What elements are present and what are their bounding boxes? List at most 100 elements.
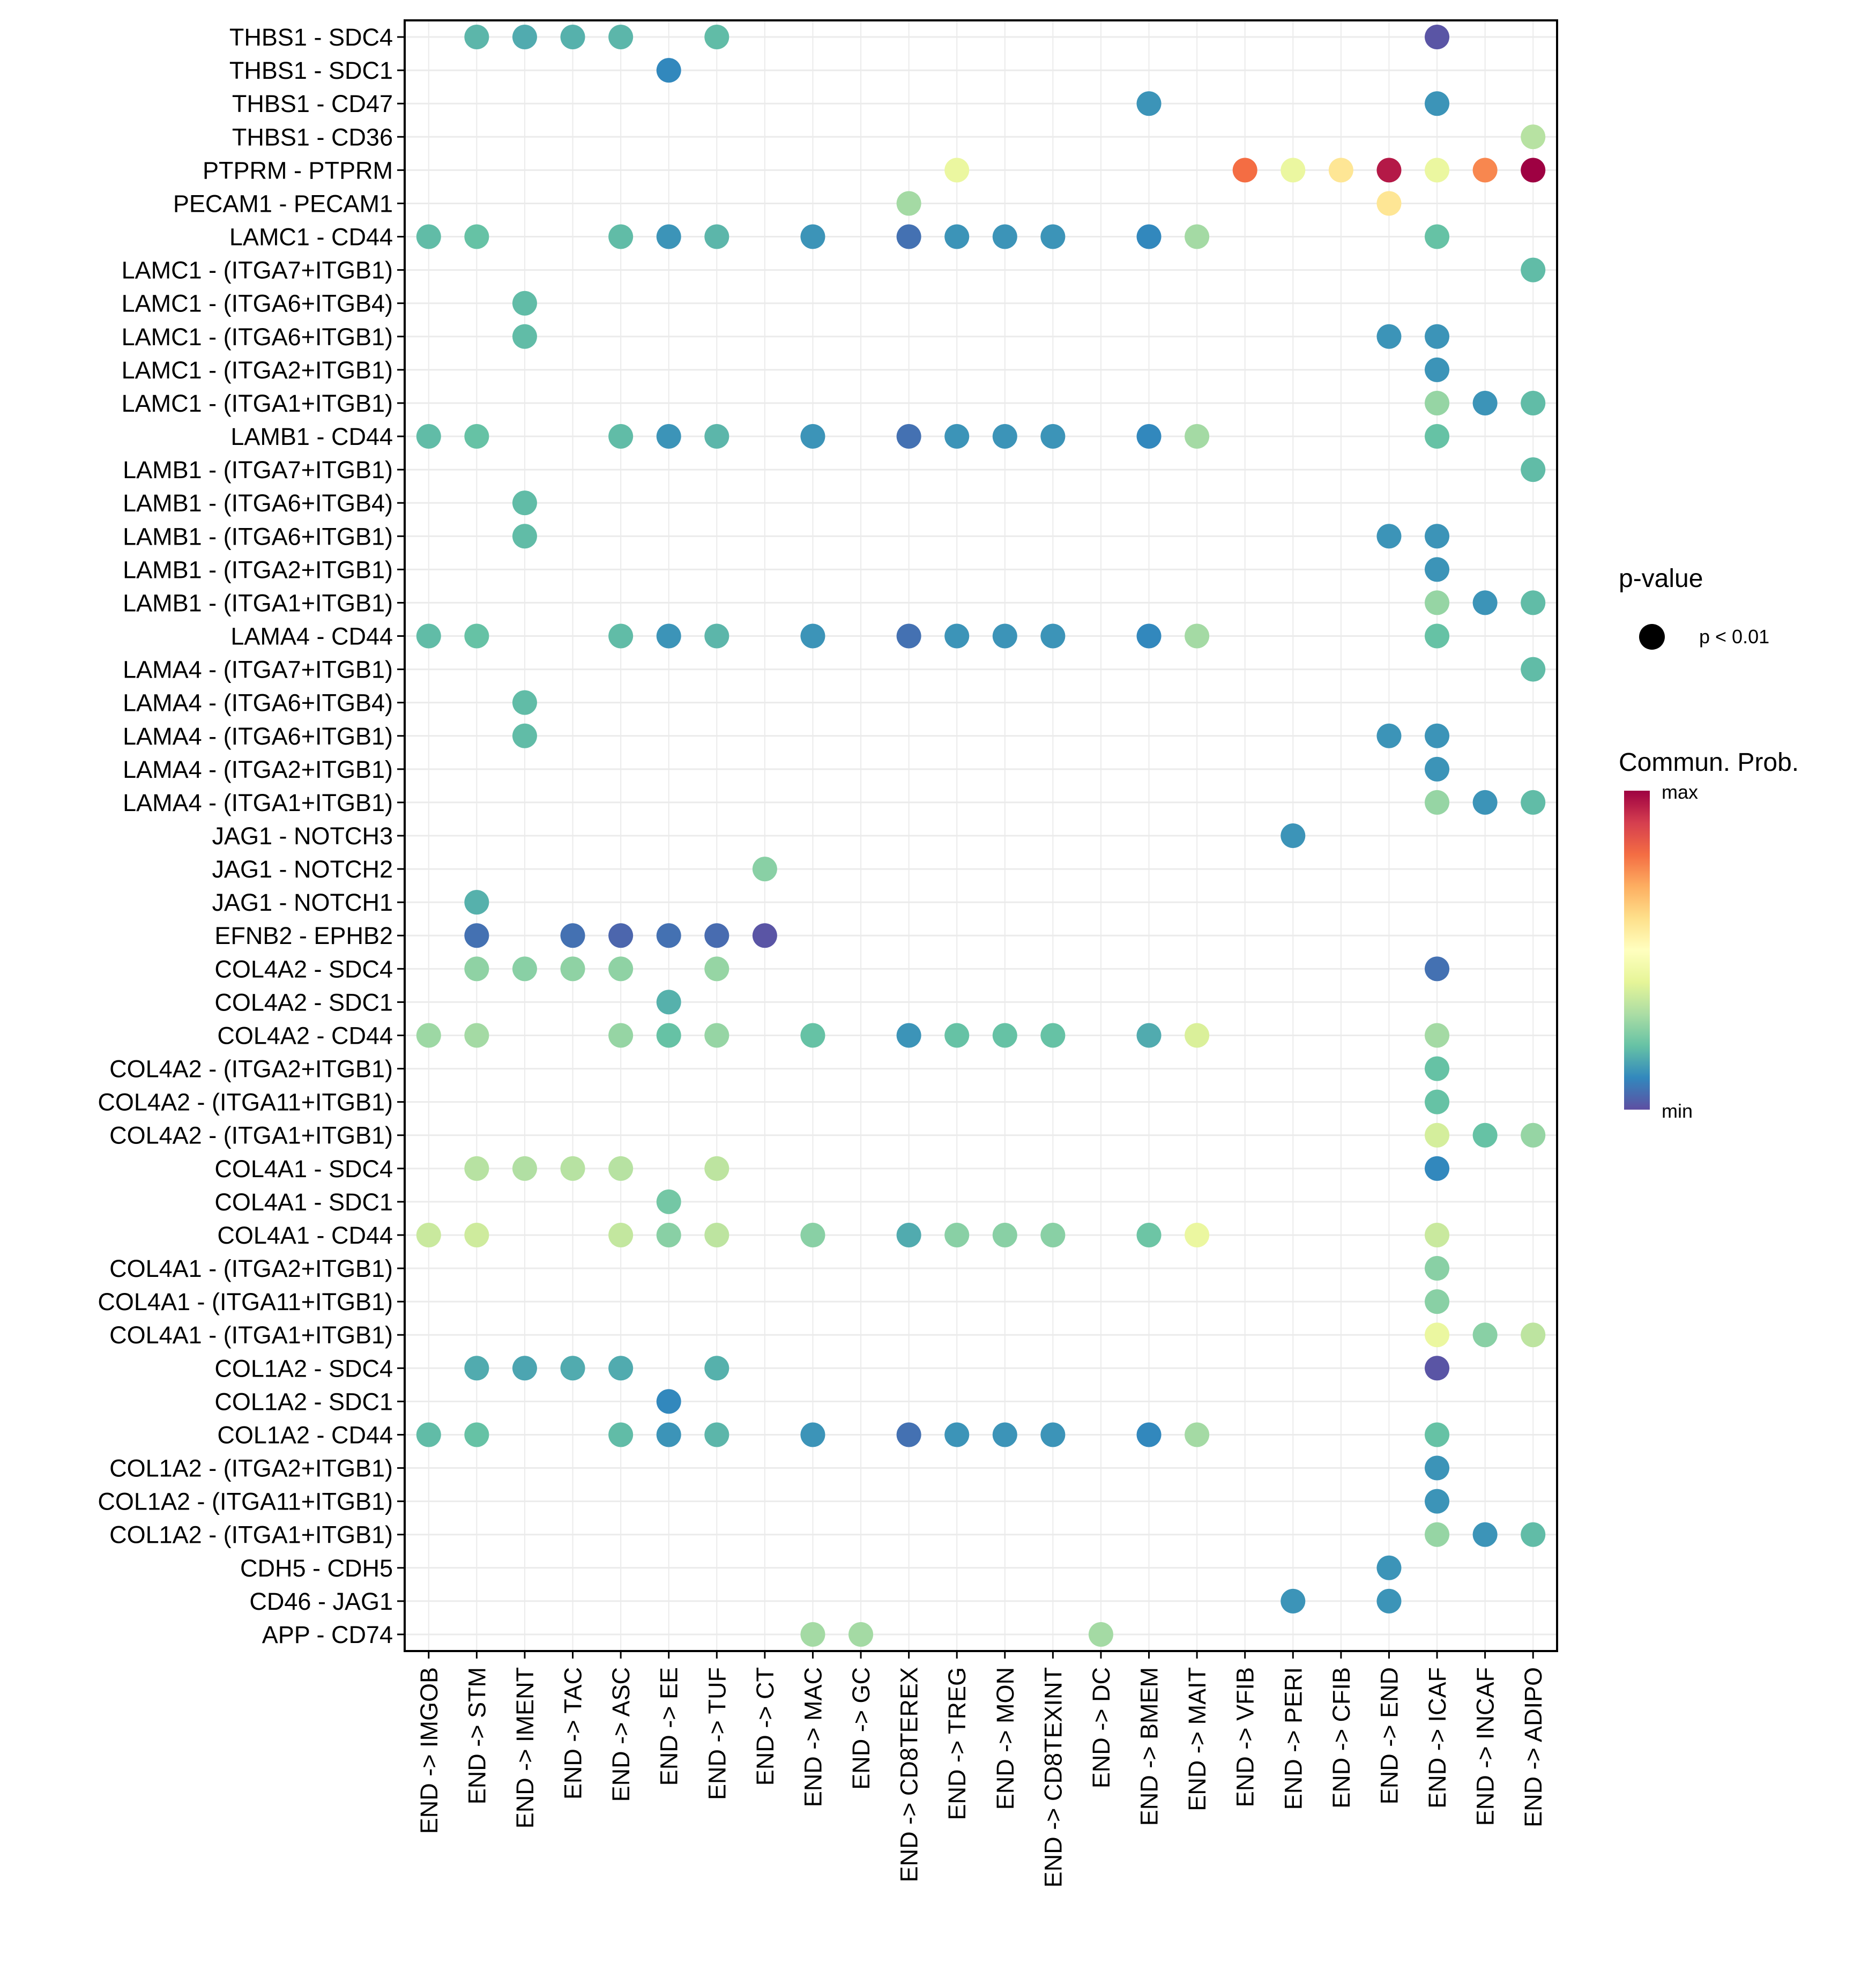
data-point: [1425, 956, 1450, 982]
data-point: [1425, 623, 1450, 649]
data-point: [608, 1222, 634, 1247]
x-tick-label: END -> ICAF: [1424, 1667, 1451, 1809]
data-point: [1472, 158, 1498, 183]
data-point: [512, 524, 537, 549]
data-point: [704, 1356, 729, 1381]
data-point: [1425, 324, 1450, 349]
data-point: [704, 424, 729, 449]
y-tick-label: THBS1 - SDC4: [229, 24, 393, 51]
y-tick-label: COL4A1 - SDC1: [214, 1188, 393, 1216]
data-point: [1376, 324, 1402, 349]
legend-colorbar: [1624, 791, 1650, 1110]
data-point: [800, 424, 825, 449]
data-point: [1185, 623, 1210, 649]
data-point: [1521, 158, 1546, 183]
y-tick-label: LAMA4 - (ITGA6+ITGB1): [123, 723, 393, 750]
data-point: [992, 1023, 1017, 1048]
data-point: [800, 1023, 825, 1048]
data-point: [1040, 1023, 1066, 1048]
data-point: [656, 1389, 681, 1414]
x-tick-label: END -> TREG: [943, 1667, 971, 1820]
data-point: [1425, 590, 1450, 615]
y-tick-label: LAMC1 - (ITGA1+ITGB1): [122, 390, 393, 417]
y-tick-label: LAMB1 - (ITGA6+ITGB4): [123, 489, 393, 517]
data-point: [944, 1023, 970, 1048]
data-point: [1232, 158, 1257, 183]
data-point: [512, 723, 537, 748]
data-point: [1040, 1422, 1066, 1447]
data-point: [1136, 1422, 1162, 1447]
data-point: [896, 424, 921, 449]
y-tick-label: EFNB2 - EPHB2: [214, 922, 393, 949]
data-point: [1521, 657, 1546, 682]
data-point: [656, 923, 681, 948]
y-tick-label: JAG1 - NOTCH1: [212, 889, 393, 916]
legend: p-value p < 0.01 Commun. Prob. max min: [1619, 564, 1799, 1122]
y-tick-label: COL4A1 - (ITGA2+ITGB1): [109, 1255, 393, 1282]
y-tick-label: COL4A2 - (ITGA2+ITGB1): [109, 1055, 393, 1083]
data-point: [464, 1356, 489, 1381]
data-point: [944, 424, 970, 449]
data-point: [704, 1422, 729, 1447]
data-point: [560, 1156, 585, 1181]
data-point: [704, 956, 729, 982]
x-tick-label: END -> CD8TEXINT: [1039, 1667, 1067, 1887]
data-point: [944, 224, 970, 249]
data-point: [1281, 158, 1306, 183]
data-point: [704, 25, 729, 50]
legend-pvalue-title: p-value: [1619, 564, 1703, 593]
data-point: [1376, 723, 1402, 748]
legend-pvalue-dot: [1639, 624, 1665, 650]
y-tick-label: COL4A1 - SDC4: [214, 1155, 393, 1183]
y-tick-label: COL4A1 - CD44: [217, 1222, 393, 1249]
data-point: [416, 1222, 441, 1247]
data-point: [1376, 1588, 1402, 1614]
data-point: [1425, 1122, 1450, 1148]
data-point: [1425, 1356, 1450, 1381]
data-point: [752, 923, 777, 948]
y-tick-label: COL4A1 - (ITGA11+ITGB1): [98, 1288, 393, 1315]
data-point: [992, 623, 1017, 649]
data-point: [1472, 1522, 1498, 1547]
data-point: [464, 923, 489, 948]
data-point: [512, 690, 537, 715]
data-point: [512, 25, 537, 50]
data-point: [1136, 424, 1162, 449]
data-point: [704, 623, 729, 649]
data-point: [416, 224, 441, 249]
data-point: [1472, 790, 1498, 815]
x-tick-label: END -> IMGOB: [415, 1667, 443, 1834]
data-point: [1185, 1422, 1210, 1447]
data-point: [1040, 224, 1066, 249]
data-point: [1425, 1489, 1450, 1514]
data-point: [464, 623, 489, 649]
x-tick-label: END -> DC: [1088, 1667, 1115, 1788]
data-point: [1425, 25, 1450, 50]
x-tick-label: END -> PERI: [1279, 1667, 1307, 1810]
data-point: [1472, 1122, 1498, 1148]
y-tick-label: COL4A2 - SDC1: [214, 988, 393, 1016]
y-tick-label: COL1A2 - CD44: [217, 1421, 393, 1448]
data-point: [1472, 1322, 1498, 1348]
data-point: [944, 1422, 970, 1447]
data-point: [416, 1422, 441, 1447]
data-point: [1521, 790, 1546, 815]
x-tick-label: END -> TUF: [703, 1667, 731, 1800]
data-point: [944, 623, 970, 649]
data-point: [464, 1222, 489, 1247]
data-point: [608, 224, 634, 249]
y-tick-label: COL1A2 - SDC4: [214, 1355, 393, 1382]
x-tick-label: END -> CFIB: [1328, 1667, 1355, 1809]
data-point: [1425, 91, 1450, 116]
y-tick-label: JAG1 - NOTCH3: [212, 822, 393, 850]
data-point: [608, 1023, 634, 1048]
y-tick-label: LAMB1 - (ITGA2+ITGB1): [123, 556, 393, 583]
data-point: [1185, 1222, 1210, 1247]
data-point: [896, 1422, 921, 1447]
data-point: [416, 1023, 441, 1048]
x-tick-label: END -> VFIB: [1232, 1667, 1259, 1807]
y-axis: THBS1 - SDC4 THBS1 - SDC1 THBS1 - CD47 THBS…: [98, 24, 405, 1648]
y-tick-label: APP - CD74: [262, 1621, 393, 1648]
y-tick-label: COL1A2 - (ITGA11+ITGB1): [98, 1488, 393, 1515]
data-point: [608, 1356, 634, 1381]
